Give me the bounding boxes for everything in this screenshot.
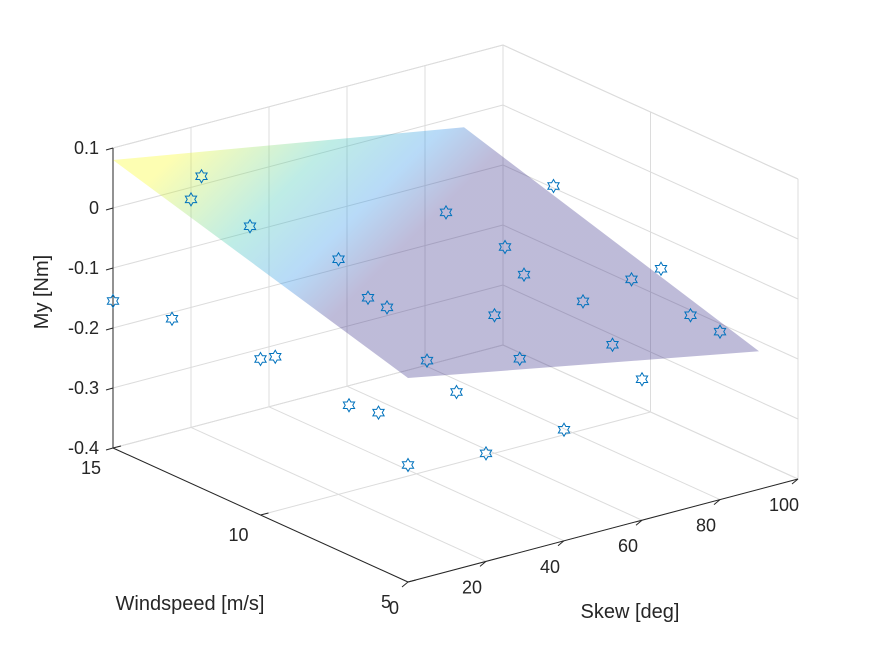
- z-tick-label: 0: [89, 198, 99, 218]
- data-point: [450, 384, 463, 400]
- data-point: [268, 349, 282, 365]
- data-point: [439, 204, 453, 220]
- data-point: [635, 371, 649, 387]
- y-tick: [260, 512, 269, 516]
- data-point: [165, 311, 179, 327]
- z-tick: [105, 267, 114, 271]
- data-point: [557, 422, 571, 438]
- side-wall-grid-line: [502, 344, 799, 480]
- z-tick-label: 0.1: [74, 138, 99, 158]
- y-tick: [112, 445, 122, 449]
- data-point: [420, 353, 434, 369]
- data-point: [380, 299, 394, 315]
- side-wall-grid-line: [502, 164, 799, 300]
- points-layer: [106, 168, 727, 473]
- y-tick-label: 10: [228, 525, 248, 545]
- ticks-layer: 0 20 40 60 80 100 5 10 15-0.4 -0.3 -0.2 -0.1 0 0.1: [68, 138, 799, 618]
- fit-surface: [113, 127, 759, 378]
- data-point: [625, 271, 638, 287]
- surface-layer: [113, 127, 759, 378]
- data-point: [498, 239, 512, 255]
- x-tick: [479, 561, 487, 567]
- data-point: [243, 218, 257, 234]
- z-tick: [105, 207, 114, 211]
- z-tick-label: -0.1: [68, 258, 99, 278]
- y-axis-label: Windspeed [m/s]: [116, 593, 265, 615]
- data-point: [684, 307, 697, 323]
- z-axis-label: My [Nm]: [31, 255, 53, 329]
- x-axis-line: [407, 478, 799, 583]
- data-point: [654, 261, 668, 277]
- box-edge: [112, 44, 504, 149]
- data-point: [517, 267, 531, 283]
- x-tick-label: 60: [618, 536, 638, 556]
- z-tick: [105, 327, 114, 331]
- x-tick: [635, 519, 643, 526]
- x-tick-label: 80: [696, 516, 716, 536]
- x-tick: [401, 581, 409, 588]
- data-point: [713, 324, 727, 340]
- data-point: [372, 405, 385, 421]
- z-tick: [105, 147, 114, 151]
- x-axis-label: Skew [deg]: [581, 601, 680, 623]
- data-point: [184, 191, 198, 207]
- x-tick: [713, 499, 721, 505]
- data-point: [332, 251, 345, 267]
- y-tick-label: 15: [81, 458, 101, 478]
- data-point: [479, 445, 493, 461]
- data-point: [195, 168, 208, 184]
- data-point: [547, 178, 560, 194]
- x-tick: [791, 478, 799, 485]
- data-point: [254, 351, 267, 367]
- data-point: [606, 337, 619, 353]
- data-point: [401, 457, 415, 473]
- data-point: [513, 351, 527, 367]
- z-tick: [105, 447, 114, 451]
- y-tick: [407, 579, 417, 583]
- data-point: [106, 293, 120, 309]
- x-tick: [557, 540, 565, 547]
- x-tick-label: 20: [462, 577, 482, 597]
- z-tick-label: -0.4: [68, 438, 99, 458]
- z-tick-label: -0.2: [68, 318, 99, 338]
- box-edge: [502, 44, 799, 180]
- data-point: [488, 307, 501, 323]
- x-tick-label: 0: [389, 598, 399, 618]
- data-point: [342, 397, 356, 413]
- z-tick-label: -0.3: [68, 378, 99, 398]
- y-tick-label: 5: [381, 592, 391, 612]
- x-tick-label: 40: [540, 557, 560, 577]
- z-tick: [105, 387, 114, 391]
- floor-grid-line: [260, 411, 651, 516]
- data-point: [576, 293, 590, 309]
- side-wall-grid-line: [502, 104, 799, 240]
- x-tick-label: 100: [769, 495, 799, 515]
- data-point: [361, 290, 375, 306]
